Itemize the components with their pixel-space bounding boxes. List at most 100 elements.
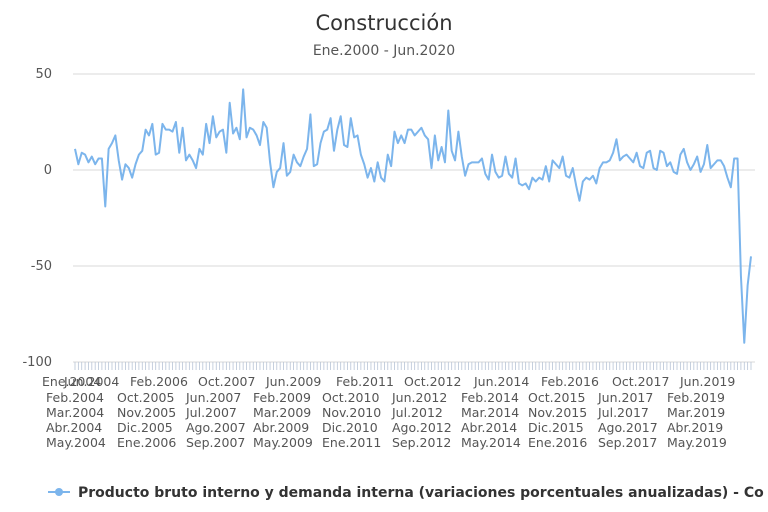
data-point[interactable]: [389, 164, 394, 169]
data-point[interactable]: [160, 121, 165, 126]
legend[interactable]: Producto bruto interno y demanda interna…: [48, 485, 764, 501]
data-point[interactable]: [173, 120, 178, 125]
data-point[interactable]: [698, 169, 703, 174]
data-point[interactable]: [231, 131, 236, 136]
data-point[interactable]: [180, 125, 185, 130]
data-point[interactable]: [540, 177, 545, 182]
data-point[interactable]: [257, 143, 262, 148]
data-point[interactable]: [220, 127, 225, 132]
data-point[interactable]: [264, 125, 269, 130]
data-point[interactable]: [506, 171, 511, 176]
data-point[interactable]: [130, 175, 135, 180]
data-point[interactable]: [631, 160, 636, 165]
data-point[interactable]: [459, 154, 464, 159]
data-point[interactable]: [483, 171, 488, 176]
data-point[interactable]: [331, 148, 336, 153]
data-point[interactable]: [553, 162, 558, 167]
data-point[interactable]: [493, 169, 498, 174]
data-point[interactable]: [274, 169, 279, 174]
data-point[interactable]: [648, 148, 653, 153]
data-point[interactable]: [412, 133, 417, 138]
data-point[interactable]: [463, 173, 468, 178]
data-point[interactable]: [365, 175, 370, 180]
data-point[interactable]: [574, 183, 579, 188]
data-point[interactable]: [143, 127, 148, 132]
data-point[interactable]: [254, 133, 259, 138]
data-point[interactable]: [315, 162, 320, 167]
data-point[interactable]: [214, 135, 219, 140]
data-point[interactable]: [419, 125, 424, 130]
data-point[interactable]: [379, 175, 384, 180]
data-point[interactable]: [426, 137, 431, 142]
data-point[interactable]: [681, 146, 686, 151]
data-point[interactable]: [439, 144, 444, 149]
data-point[interactable]: [745, 283, 750, 288]
data-point[interactable]: [432, 133, 437, 138]
data-point[interactable]: [120, 177, 125, 182]
data-point[interactable]: [146, 133, 151, 138]
data-point[interactable]: [99, 156, 104, 161]
data-point[interactable]: [395, 141, 400, 146]
data-point[interactable]: [479, 156, 484, 161]
data-point[interactable]: [170, 129, 175, 134]
data-point[interactable]: [476, 160, 481, 165]
data-point[interactable]: [577, 198, 582, 203]
data-point[interactable]: [691, 162, 696, 167]
data-point[interactable]: [685, 160, 690, 165]
data-point[interactable]: [402, 141, 407, 146]
data-point[interactable]: [580, 179, 585, 184]
data-point[interactable]: [325, 127, 330, 132]
data-point[interactable]: [123, 162, 128, 167]
data-point[interactable]: [89, 154, 94, 159]
data-point[interactable]: [738, 273, 743, 278]
data-point[interactable]: [708, 166, 713, 171]
data-point[interactable]: [688, 168, 693, 173]
data-point[interactable]: [73, 146, 78, 151]
data-point[interactable]: [237, 137, 242, 142]
data-point[interactable]: [278, 166, 283, 171]
data-point[interactable]: [291, 152, 296, 157]
series-line[interactable]: [74, 88, 752, 344]
data-point[interactable]: [594, 181, 599, 186]
data-point[interactable]: [190, 158, 195, 163]
data-point[interactable]: [136, 152, 141, 157]
data-point[interactable]: [227, 100, 232, 105]
data-point[interactable]: [661, 150, 666, 155]
data-point[interactable]: [453, 158, 458, 163]
data-point[interactable]: [126, 166, 131, 171]
data-point[interactable]: [399, 133, 404, 138]
data-point[interactable]: [385, 152, 390, 157]
data-point[interactable]: [695, 154, 700, 159]
data-point[interactable]: [547, 179, 552, 184]
data-point[interactable]: [362, 162, 367, 167]
data-point[interactable]: [372, 179, 377, 184]
data-point[interactable]: [557, 166, 562, 171]
data-point[interactable]: [728, 185, 733, 190]
data-point[interactable]: [183, 158, 188, 163]
data-point[interactable]: [490, 152, 495, 157]
data-point[interactable]: [510, 175, 515, 180]
data-point[interactable]: [722, 164, 727, 169]
data-point[interactable]: [358, 152, 363, 157]
data-point[interactable]: [624, 152, 629, 157]
data-point[interactable]: [429, 166, 434, 171]
data-point[interactable]: [530, 175, 535, 180]
data-point[interactable]: [251, 127, 256, 132]
data-point[interactable]: [150, 121, 155, 126]
data-point[interactable]: [382, 179, 387, 184]
data-point[interactable]: [725, 175, 730, 180]
data-point[interactable]: [567, 175, 572, 180]
data-point[interactable]: [234, 125, 239, 130]
data-point[interactable]: [110, 141, 115, 146]
data-point[interactable]: [742, 340, 747, 345]
data-point[interactable]: [550, 158, 555, 163]
data-point[interactable]: [422, 133, 427, 138]
data-point[interactable]: [675, 171, 680, 176]
data-point[interactable]: [338, 114, 343, 119]
data-point[interactable]: [157, 150, 162, 155]
data-point[interactable]: [271, 185, 276, 190]
data-point[interactable]: [523, 181, 528, 186]
data-point[interactable]: [442, 160, 447, 165]
data-point[interactable]: [86, 160, 91, 165]
data-point[interactable]: [617, 158, 622, 163]
